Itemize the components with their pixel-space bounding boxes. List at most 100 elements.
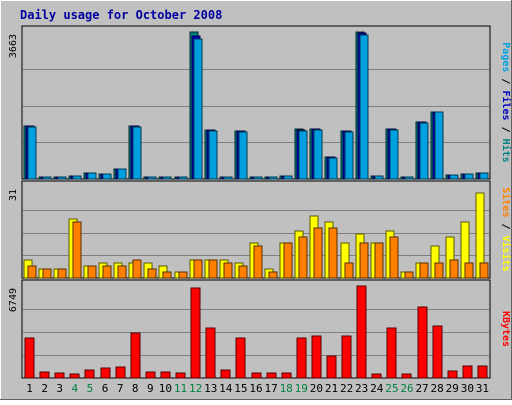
bar-hits-pages [42, 176, 52, 180]
bar-visits-sites [389, 236, 399, 279]
bar-fill [477, 365, 488, 379]
bar-fill [178, 271, 188, 279]
bar-fill [268, 176, 278, 180]
bar-fill [464, 173, 474, 180]
bar-fill [72, 175, 82, 180]
bar-hits-pages [223, 176, 233, 180]
bar-fill [220, 369, 231, 379]
bar-fill [283, 175, 293, 180]
bar-fill [253, 176, 263, 180]
bar-visits-sites [102, 265, 112, 279]
bar-fill [208, 259, 218, 279]
legend-entry: / [500, 72, 511, 90]
bar-fill [464, 262, 474, 279]
bar-hits-pages [178, 176, 188, 180]
bar-fill [419, 122, 429, 180]
bar-kbytes-kbytes [115, 366, 126, 379]
bar-kbytes-kbytes [84, 369, 95, 379]
bar-visits-sites [313, 227, 323, 279]
x-tick-label: 17 [264, 382, 277, 395]
y-max-label-visits: 31 [8, 189, 19, 201]
bar-fill [193, 259, 203, 279]
bar-hits-pages [268, 176, 278, 180]
x-tick-label: 13 [204, 382, 217, 395]
bar-fill [175, 372, 186, 379]
bar-fill [117, 265, 127, 279]
bar-kbytes-kbytes [341, 335, 352, 379]
bar-fill [404, 271, 414, 279]
bar-fill [54, 372, 65, 379]
bar-hits-pages [359, 34, 369, 180]
bar-kbytes-kbytes [371, 373, 382, 379]
bar-fill [69, 373, 80, 379]
bar-fill [162, 271, 172, 279]
bar-fill [326, 355, 337, 379]
bar-visits-sites [72, 221, 82, 279]
bar-kbytes-kbytes [477, 365, 488, 379]
bar-visits-sites [419, 262, 429, 279]
bar-fill [57, 268, 67, 279]
bar-visits-sites [208, 259, 218, 279]
bar-hits-pages [72, 175, 82, 180]
bar-fill [145, 371, 156, 379]
bar-fill [147, 176, 157, 180]
x-tick-label: 1 [26, 382, 33, 395]
bar-hits-pages [449, 174, 459, 180]
x-tick-label: 15 [234, 382, 247, 395]
bar-visits-sites [374, 242, 384, 279]
legend-entry: Sites [500, 187, 512, 217]
bar-fill [223, 262, 233, 279]
bar-fill [449, 174, 459, 180]
bar-kbytes-kbytes [432, 325, 443, 379]
bar-kbytes-kbytes [462, 365, 473, 379]
bar-visits-sites [479, 262, 489, 279]
bar-fill [447, 370, 458, 379]
bar-visits-sites [87, 265, 97, 279]
bar-hits-pages [434, 111, 444, 180]
bar-hits-pages [313, 129, 323, 180]
bar-kbytes-kbytes [281, 372, 292, 379]
y-max-label-kbytes: 6749 [8, 288, 19, 312]
bar-kbytes-kbytes [326, 355, 337, 379]
legend-entry: KBytes [500, 311, 511, 347]
bar-hits-pages [283, 175, 293, 180]
x-tick-label: 22 [340, 382, 353, 395]
bar-fill [84, 369, 95, 379]
bar-fill [223, 176, 233, 180]
bar-kbytes-kbytes [175, 372, 186, 379]
bar-fill [251, 372, 262, 379]
bar-fill [359, 242, 369, 279]
bar-kbytes-kbytes [401, 373, 412, 379]
bar-hits-pages [328, 157, 338, 180]
bar-hits-pages [419, 122, 429, 180]
bar-kbytes-kbytes [296, 337, 307, 379]
bar-fill [419, 262, 429, 279]
x-tick-label: 9 [147, 382, 154, 395]
bar-fill [283, 242, 293, 279]
x-tick-label: 6 [102, 382, 109, 395]
bar-kbytes-kbytes [190, 287, 201, 379]
x-tick-label: 16 [249, 382, 262, 395]
bar-fill [266, 372, 277, 379]
bar-fill [208, 130, 218, 180]
x-tick-label: 7 [117, 382, 124, 395]
x-tick-label: 23 [355, 382, 368, 395]
bar-fill [132, 126, 142, 180]
bar-fill [42, 268, 52, 279]
bar-hits-pages [389, 129, 399, 180]
bar-fill [238, 265, 248, 279]
bar-hits-pages [253, 176, 263, 180]
x-tick-label: 12 [189, 382, 202, 395]
bar-fill [298, 130, 308, 180]
bar-visits-sites [449, 259, 459, 279]
bar-fill [57, 176, 67, 180]
x-tick-label: 27 [415, 382, 428, 395]
x-tick-label: 5 [87, 382, 94, 395]
bar-fill [449, 259, 459, 279]
bar-visits-sites [298, 236, 308, 279]
x-tick-label: 20 [310, 382, 323, 395]
panel-hits: 3663 Pages / Files / Hits [8, 25, 512, 180]
bar-fill [344, 262, 354, 279]
bar-fill [401, 373, 412, 379]
